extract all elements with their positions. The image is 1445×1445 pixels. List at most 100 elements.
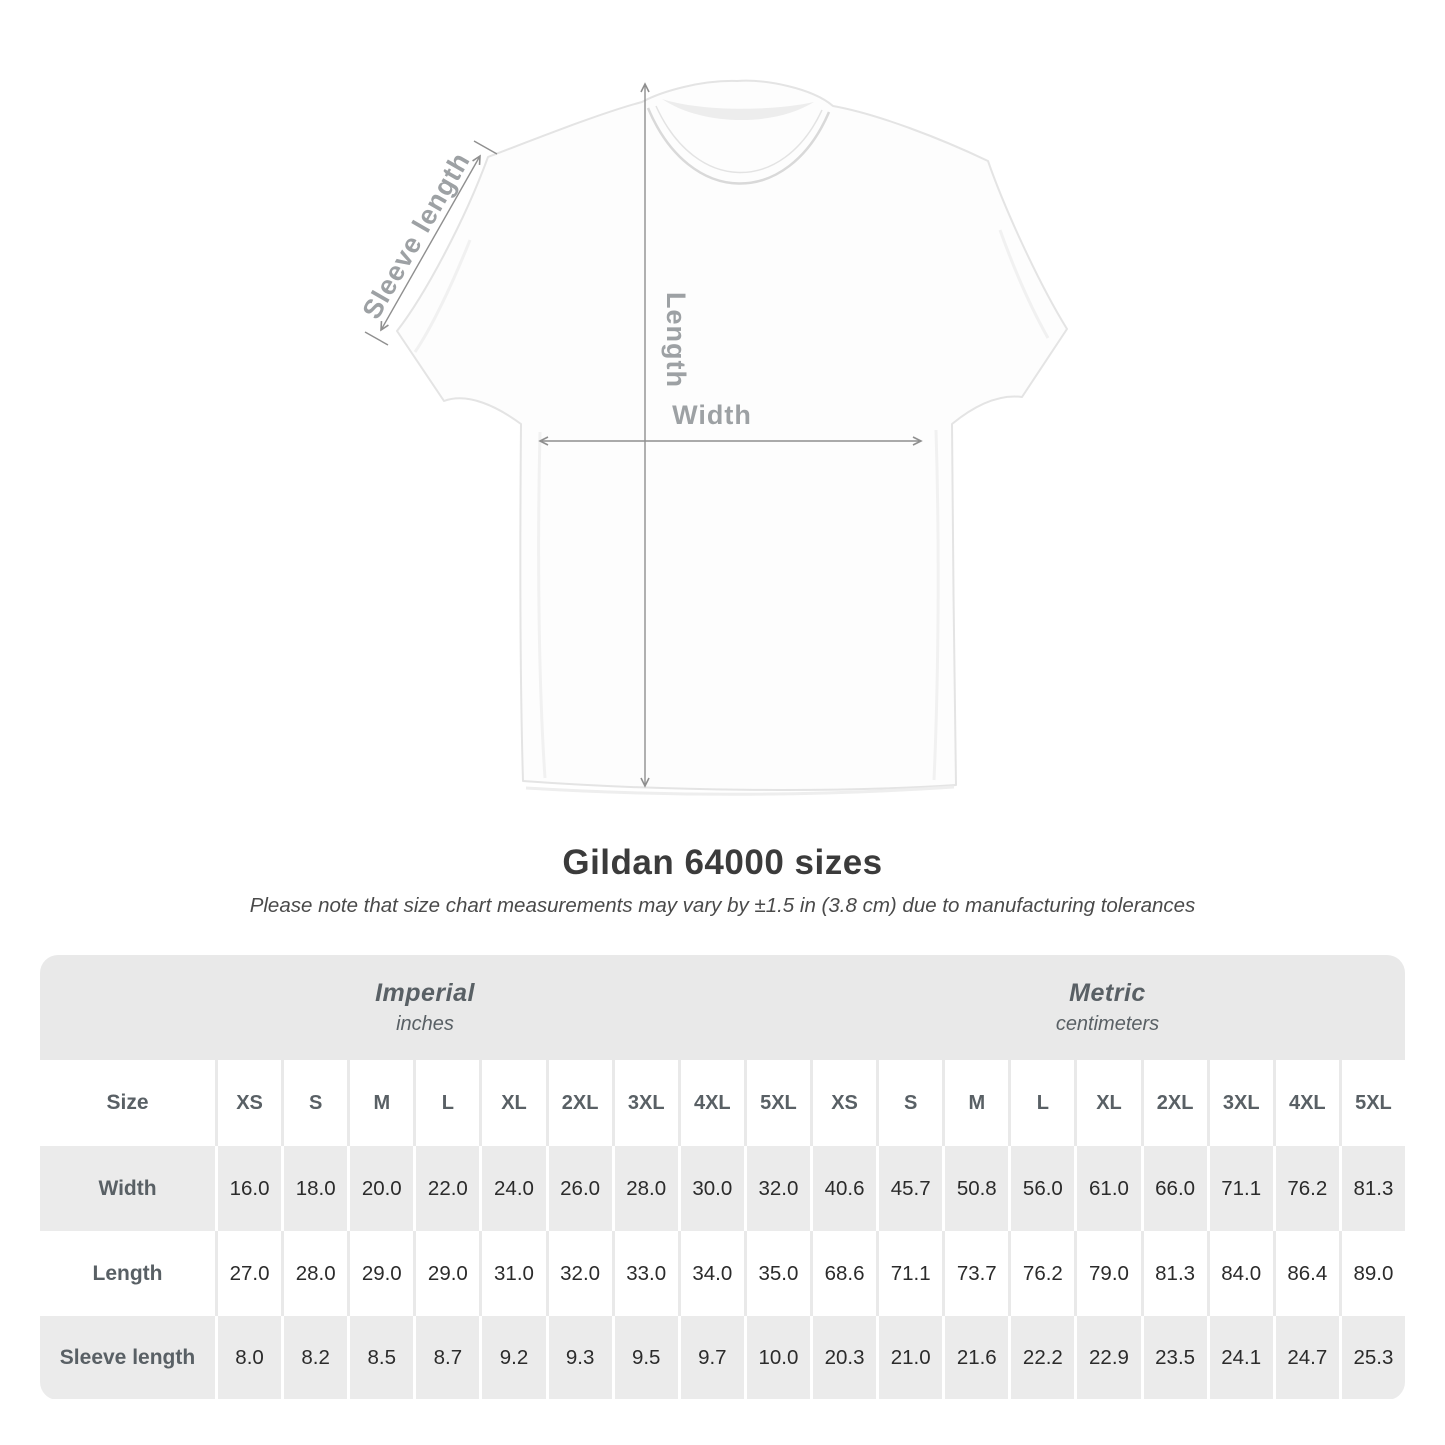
value-cell-metric: 84.0 (1206, 1231, 1273, 1316)
size-header-imperial-2xl: 2XL (545, 1060, 612, 1146)
value-cell-metric: 24.1 (1206, 1316, 1273, 1399)
size-header-imperial-l: L (413, 1060, 479, 1146)
value-cell-metric: 73.7 (942, 1231, 1008, 1316)
value-cell-imperial: 16.0 (215, 1146, 281, 1231)
unit-imperial: Imperial inches (40, 955, 810, 1060)
value-cell-metric: 71.1 (876, 1231, 942, 1316)
value-cell-metric: 79.0 (1074, 1231, 1140, 1316)
value-cell-imperial: 26.0 (545, 1146, 612, 1231)
value-cell-metric: 66.0 (1140, 1146, 1207, 1231)
measurement-row-sleeve-length: Sleeve length 8.0 8.2 8.5 8.7 9.2 9.3 9.5 9.7 10.… (40, 1316, 1405, 1399)
collar-seam-path (646, 107, 831, 185)
value-cell-metric: 76.2 (1008, 1231, 1074, 1316)
tshirt-measurement-diagram: Length Width Sleeve length (356, 79, 1068, 796)
row-label: Length (92, 1261, 163, 1285)
value-cell-imperial: 9.5 (611, 1316, 678, 1399)
size-column-label: Size (106, 1091, 149, 1114)
size-header-imperial-5xl: 5XL (743, 1060, 810, 1146)
length-label: Length (661, 292, 691, 388)
size-header-metric-5xl: 5XL (1338, 1060, 1405, 1146)
value-cell-imperial: 8.5 (347, 1316, 413, 1399)
length-arrow: Length (640, 82, 691, 788)
size-header-metric-s: S (876, 1060, 942, 1146)
value-cell-imperial: 22.0 (413, 1146, 479, 1231)
value-cell-imperial: 8.7 (413, 1316, 479, 1399)
value-cell-metric: 81.3 (1140, 1231, 1207, 1316)
size-header-metric-xl: XL (1074, 1060, 1140, 1146)
value-cell-metric: 71.1 (1206, 1146, 1273, 1231)
size-header-metric-m: M (942, 1060, 1008, 1146)
value-cell-metric: 22.9 (1074, 1316, 1140, 1399)
right-sleeve-crease-path (998, 229, 1050, 339)
table-rows: Size XS S M L XL 2XL 3XL 4XL 5XL XS S M L XL 2XL 3XL 4XL 5… (40, 1060, 1405, 1399)
value-cell-metric: 20.3 (810, 1316, 876, 1399)
value-cell-metric: 61.0 (1074, 1146, 1140, 1231)
width-arrow: Width (538, 400, 923, 446)
tshirt-body-path (396, 79, 1068, 791)
tshirt-graphic (396, 79, 1068, 796)
value-cell-imperial: 29.0 (347, 1231, 413, 1316)
value-cell-metric: 76.2 (1272, 1146, 1339, 1231)
value-cell-metric: 23.5 (1140, 1316, 1207, 1399)
value-cell-imperial: 32.0 (743, 1146, 810, 1231)
size-header-metric-2xl: 2XL (1140, 1060, 1207, 1146)
value-cell-imperial: 9.3 (545, 1316, 612, 1399)
size-header-imperial-3xl: 3XL (611, 1060, 678, 1146)
value-cell-imperial: 24.0 (479, 1146, 545, 1231)
unit-metric: Metric centimeters (810, 955, 1405, 1060)
measurement-row-length: Length 27.0 28.0 29.0 29.0 31.0 32.0 33.0 34.0 35… (40, 1231, 1405, 1316)
value-cell-metric: 89.0 (1338, 1231, 1405, 1316)
value-cell-imperial: 32.0 (545, 1231, 612, 1316)
value-cell-imperial: 29.0 (413, 1231, 479, 1316)
unit-imperial-name: Imperial (375, 979, 475, 1007)
value-cell-metric: 68.6 (810, 1231, 876, 1316)
value-cell-metric: 45.7 (876, 1146, 942, 1231)
value-cell-metric: 40.6 (810, 1146, 876, 1231)
row-label: Width (98, 1176, 157, 1200)
size-header-row: Size XS S M L XL 2XL 3XL 4XL 5XL XS S M L XL 2XL 3XL 4XL 5… (40, 1060, 1405, 1146)
width-label: Width (672, 400, 752, 430)
value-cell-imperial: 35.0 (743, 1231, 810, 1316)
size-header-metric-l: L (1008, 1060, 1074, 1146)
value-cell-imperial: 8.2 (281, 1316, 347, 1399)
collar-rib-path (655, 105, 823, 174)
value-cell-metric: 56.0 (1008, 1146, 1074, 1231)
size-header-imperial-4xl: 4XL (677, 1060, 744, 1146)
row-label: Sleeve length (59, 1345, 196, 1369)
value-cell-imperial: 18.0 (281, 1146, 347, 1231)
value-cell-metric: 81.3 (1338, 1146, 1405, 1231)
value-cell-imperial: 28.0 (611, 1146, 678, 1231)
value-cell-metric: 50.8 (942, 1146, 1008, 1231)
value-cell-metric: 25.3 (1338, 1316, 1405, 1399)
unit-metric-sub: centimeters (1055, 1013, 1160, 1035)
value-cell-imperial: 9.7 (677, 1316, 744, 1399)
size-header-imperial-s: S (281, 1060, 347, 1146)
size-header-metric-3xl: 3XL (1206, 1060, 1273, 1146)
size-table: Imperial inches Metric centimeters Size X… (40, 955, 1405, 1400)
unit-imperial-sub: inches (396, 1013, 454, 1035)
unit-header-row: Imperial inches Metric centimeters (40, 955, 1405, 1060)
value-cell-imperial: 9.2 (479, 1316, 545, 1399)
value-cell-metric: 86.4 (1272, 1231, 1339, 1316)
page-subtitle: Please note that size chart measurements… (249, 894, 1196, 917)
size-header-imperial-m: M (347, 1060, 413, 1146)
value-cell-metric: 21.0 (876, 1316, 942, 1399)
collar-shadow-path (662, 99, 814, 121)
size-header-imperial-xs: XS (215, 1060, 281, 1146)
body-fold-left-path (537, 431, 547, 779)
value-cell-imperial: 30.0 (677, 1146, 744, 1231)
page-title: Gildan 64000 sizes (562, 843, 883, 882)
value-cell-metric: 24.7 (1272, 1316, 1339, 1399)
value-cell-imperial: 31.0 (479, 1231, 545, 1316)
hem-shadow-path (525, 785, 955, 796)
value-cell-imperial: 10.0 (743, 1316, 810, 1399)
value-cell-metric: 22.2 (1008, 1316, 1074, 1399)
value-cell-imperial: 20.0 (347, 1146, 413, 1231)
unit-metric-name: Metric (1069, 979, 1146, 1007)
value-cell-metric: 21.6 (942, 1316, 1008, 1399)
value-cell-imperial: 8.0 (215, 1316, 281, 1399)
value-cell-imperial: 27.0 (215, 1231, 281, 1316)
size-header-metric-xs: XS (810, 1060, 876, 1146)
body-fold-right-path (932, 429, 940, 781)
